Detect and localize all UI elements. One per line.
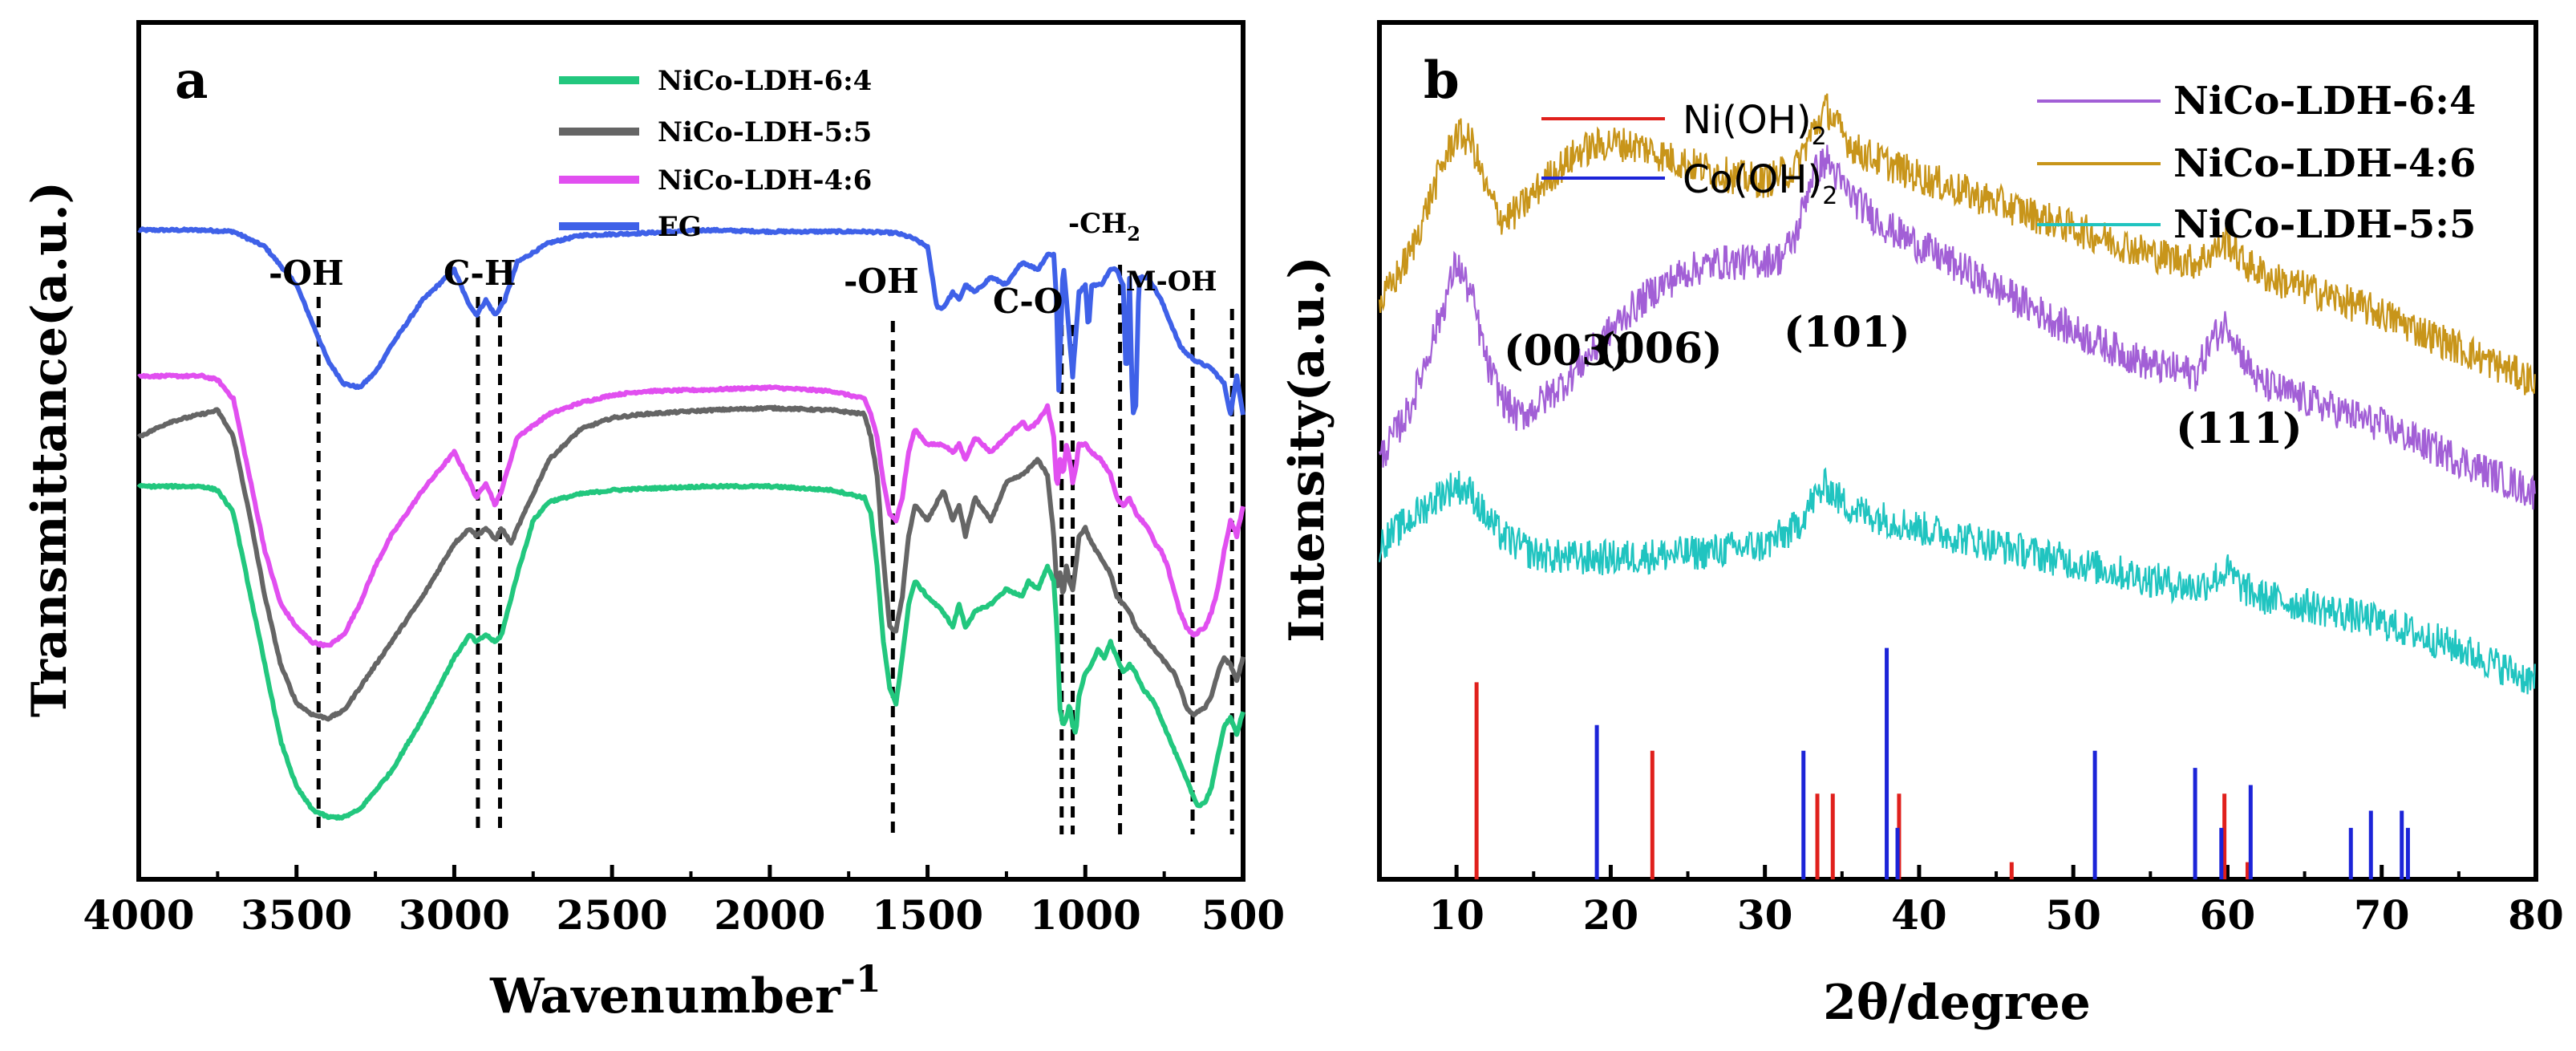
panel-a-ftir-chart: 4000 3500 3000 2500 2000 1500 1000 500 a NiCo-L… <box>22 20 1285 1025</box>
panel-a-label: a <box>175 51 208 111</box>
annot-oh-1: -OH <box>269 254 344 293</box>
series-a-nico-ldh-4-6 <box>137 372 1245 649</box>
panel-a-series-group <box>136 226 1245 821</box>
panel-b-plot-frame <box>1377 20 2538 882</box>
panel-a-tick-label-1000: 1000 <box>1030 891 1141 939</box>
legend-a-label-eg: EG <box>658 211 702 243</box>
panel-a-tick-label-1500: 1500 <box>872 891 983 939</box>
panel-b-x-ticks: 10 20 30 40 50 60 70 80 <box>1428 865 2564 939</box>
series-a-nico-ldh-5-5 <box>137 404 1245 722</box>
legend-b-label-5-5: NiCo-LDH-5:5 <box>2173 202 2476 247</box>
panel-a-x-ticks: 4000 3500 3000 2500 2000 1500 1000 500 <box>83 865 1285 939</box>
panel-b-series-group <box>1378 93 2536 695</box>
peak-label-003: (003) <box>1504 327 1630 375</box>
series-b-nico-ldh-6-4 <box>1378 144 2536 510</box>
annot-ch: C-H <box>444 254 516 293</box>
peak-label-101: (101) <box>1784 308 1910 357</box>
legend-a-label-4-6: NiCo-LDH-4:6 <box>658 164 872 197</box>
legend-b-label-6-4: NiCo-LDH-6:4 <box>2173 79 2476 124</box>
panel-b-tick-label-70: 70 <box>2354 891 2410 939</box>
panel-b-tick-label-50: 50 <box>2045 891 2101 939</box>
series-a-eg <box>137 226 1245 416</box>
legend-b-label-4-6: NiCo-LDH-4:6 <box>2173 141 2476 186</box>
series-b-nico-ldh-5-5 <box>1378 467 2536 695</box>
panel-b-tick-label-20: 20 <box>1583 891 1639 939</box>
series-a-nico-ldh-6-4 <box>136 482 1245 821</box>
legend-a-label-6-4: NiCo-LDH-6:4 <box>658 65 872 97</box>
annot-oh-2: -OH <box>844 262 919 301</box>
panel-b-tick-label-30: 30 <box>1737 891 1793 939</box>
peak-label-006: (006) <box>1596 324 1723 373</box>
panel-b-reference-lines <box>1474 647 2410 879</box>
panel-a-tick-label-3000: 3000 <box>399 891 510 939</box>
panel-b-legend: Ni(OH)2 Co(OH)2 NiCo-LDH-6:4 NiCo-LDH-4:… <box>1541 79 2476 247</box>
panel-a-x-axis-title: Wavenumber-1 <box>489 957 881 1025</box>
panel-a-legend: NiCo-LDH-6:4 NiCo-LDH-5:5 NiCo-LDH-4:6 E… <box>559 65 872 243</box>
panel-a-tick-label-500: 500 <box>1201 891 1285 939</box>
panel-a-tick-label-4000: 4000 <box>83 891 194 939</box>
peak-label-111: (111) <box>2176 404 2303 453</box>
series-b-nico-ldh-4-6 <box>1378 93 2536 396</box>
legend-b-label-co-oh2: Co(OH)2 <box>1683 157 1837 210</box>
legend-b-label-ni-oh2: Ni(OH)2 <box>1683 98 1827 151</box>
panel-b-tick-label-40: 40 <box>1891 891 1947 939</box>
panel-a-tick-label-3500: 3500 <box>241 891 352 939</box>
panel-a-tick-label-2500: 2500 <box>557 891 668 939</box>
panel-b-tick-label-60: 60 <box>2200 891 2256 939</box>
annot-co: C-O <box>993 282 1063 321</box>
panel-a-y-axis-title: Transmittance(a.u.) <box>22 181 78 717</box>
annot-m-oh: M-OH <box>1126 266 1217 298</box>
panel-b-y-axis-title: Intensity(a.u.) <box>1279 256 1335 642</box>
panel-b-tick-label-10: 10 <box>1428 891 1484 939</box>
panel-b-label: b <box>1424 51 1460 111</box>
panel-b-tick-label-80: 80 <box>2508 891 2564 939</box>
annot-ch2: -CH2 <box>1068 208 1140 246</box>
panel-b-x-axis-title: 2θ/degree <box>1823 975 2091 1031</box>
panel-b-xrd-chart: 10 20 30 40 50 60 70 80 b Ni(OH)2 Co(OH)2 NiCo-… <box>1279 20 2564 1031</box>
legend-a-label-5-5: NiCo-LDH-5:5 <box>658 116 872 148</box>
panel-a-tick-label-2000: 2000 <box>714 891 825 939</box>
